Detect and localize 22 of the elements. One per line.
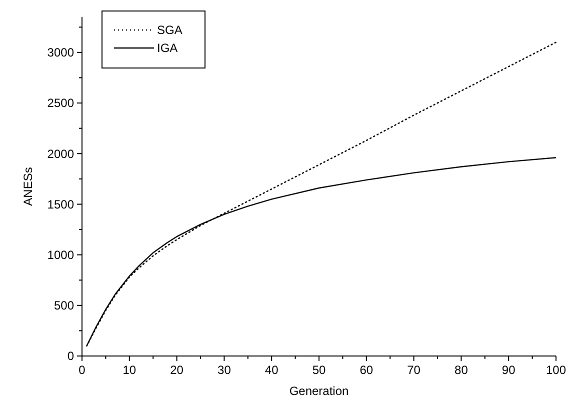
y-tick-label: 1000 [47,248,74,262]
x-tick-label: 70 [407,363,421,377]
x-tick-label: 0 [78,363,86,377]
x-tick-label: 100 [546,363,566,377]
x-tick-label: 50 [312,363,326,377]
x-tick-label: 30 [218,363,232,377]
legend-label: IGA [157,41,178,56]
x-tick-label: 20 [170,363,184,377]
y-tick-label: 0 [67,349,74,364]
x-tick-label: 90 [502,363,516,377]
y-tick-label: 2000 [47,146,74,161]
legend-label: SGA [157,23,182,38]
y-tick-label: 1500 [47,197,74,212]
x-tick-label: 60 [360,363,374,377]
x-axis-title: Generation [289,384,349,398]
x-tick-label: 40 [264,363,279,377]
x-tick-label: 80 [454,363,468,377]
y-tick-label: 500 [54,298,74,313]
y-tick-label: 3000 [47,46,74,60]
x-tick-label: 10 [122,363,136,377]
y-tick-label: 2500 [47,96,74,110]
y-axis-title: ANESs [21,167,35,206]
